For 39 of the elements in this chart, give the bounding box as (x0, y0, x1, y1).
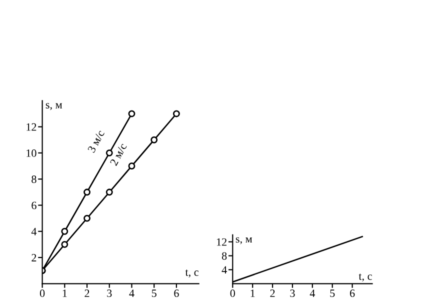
x-tick-label: 6 (174, 290, 179, 298)
x-tick-label: 6 (350, 290, 355, 298)
x-tick-label: 3 (107, 290, 112, 298)
y-tick-label: 12 (26, 123, 36, 131)
text: 3 м/с (88, 130, 105, 153)
point (172, 110, 180, 118)
x-tick-label: 0 (40, 290, 45, 298)
point (106, 188, 113, 196)
y-tick-label: 6 (32, 202, 36, 210)
x-tick-label: 2 (270, 290, 275, 297)
point (106, 149, 113, 156)
x-tick-label: 4 (129, 290, 134, 297)
y-tick-label: 4 (31, 228, 37, 236)
x-axis-title: t, с (185, 270, 198, 278)
y-tick-label: 8 (32, 176, 36, 184)
x-tick-label: 2 (84, 290, 90, 297)
y-tick-label: 8 (222, 252, 227, 260)
point (128, 110, 136, 118)
y-tick-label: 12 (216, 238, 226, 246)
x-tick-label: 4 (310, 290, 316, 297)
y-tick-label: 10 (26, 149, 36, 157)
text: 2 м/с (110, 142, 128, 166)
y-axis-title: s, м (46, 103, 62, 110)
x-tick-label: 1 (62, 290, 67, 297)
point (150, 136, 158, 144)
x-tick-label: 3 (290, 290, 295, 298)
y-axis-title: s, м (236, 237, 252, 244)
point (61, 240, 68, 248)
y-tick-label: 2 (32, 254, 36, 262)
y-tick-label: 4 (222, 266, 227, 274)
point (61, 228, 68, 235)
x-tick-label: 5 (330, 290, 335, 298)
x-tick-label: 0 (230, 290, 236, 298)
point (84, 188, 90, 196)
x-tick-label: 5 (152, 290, 156, 298)
x-tick-label: 1 (250, 290, 255, 297)
point (84, 214, 90, 222)
x-axis-title: t, с (358, 274, 372, 282)
point (128, 162, 136, 170)
